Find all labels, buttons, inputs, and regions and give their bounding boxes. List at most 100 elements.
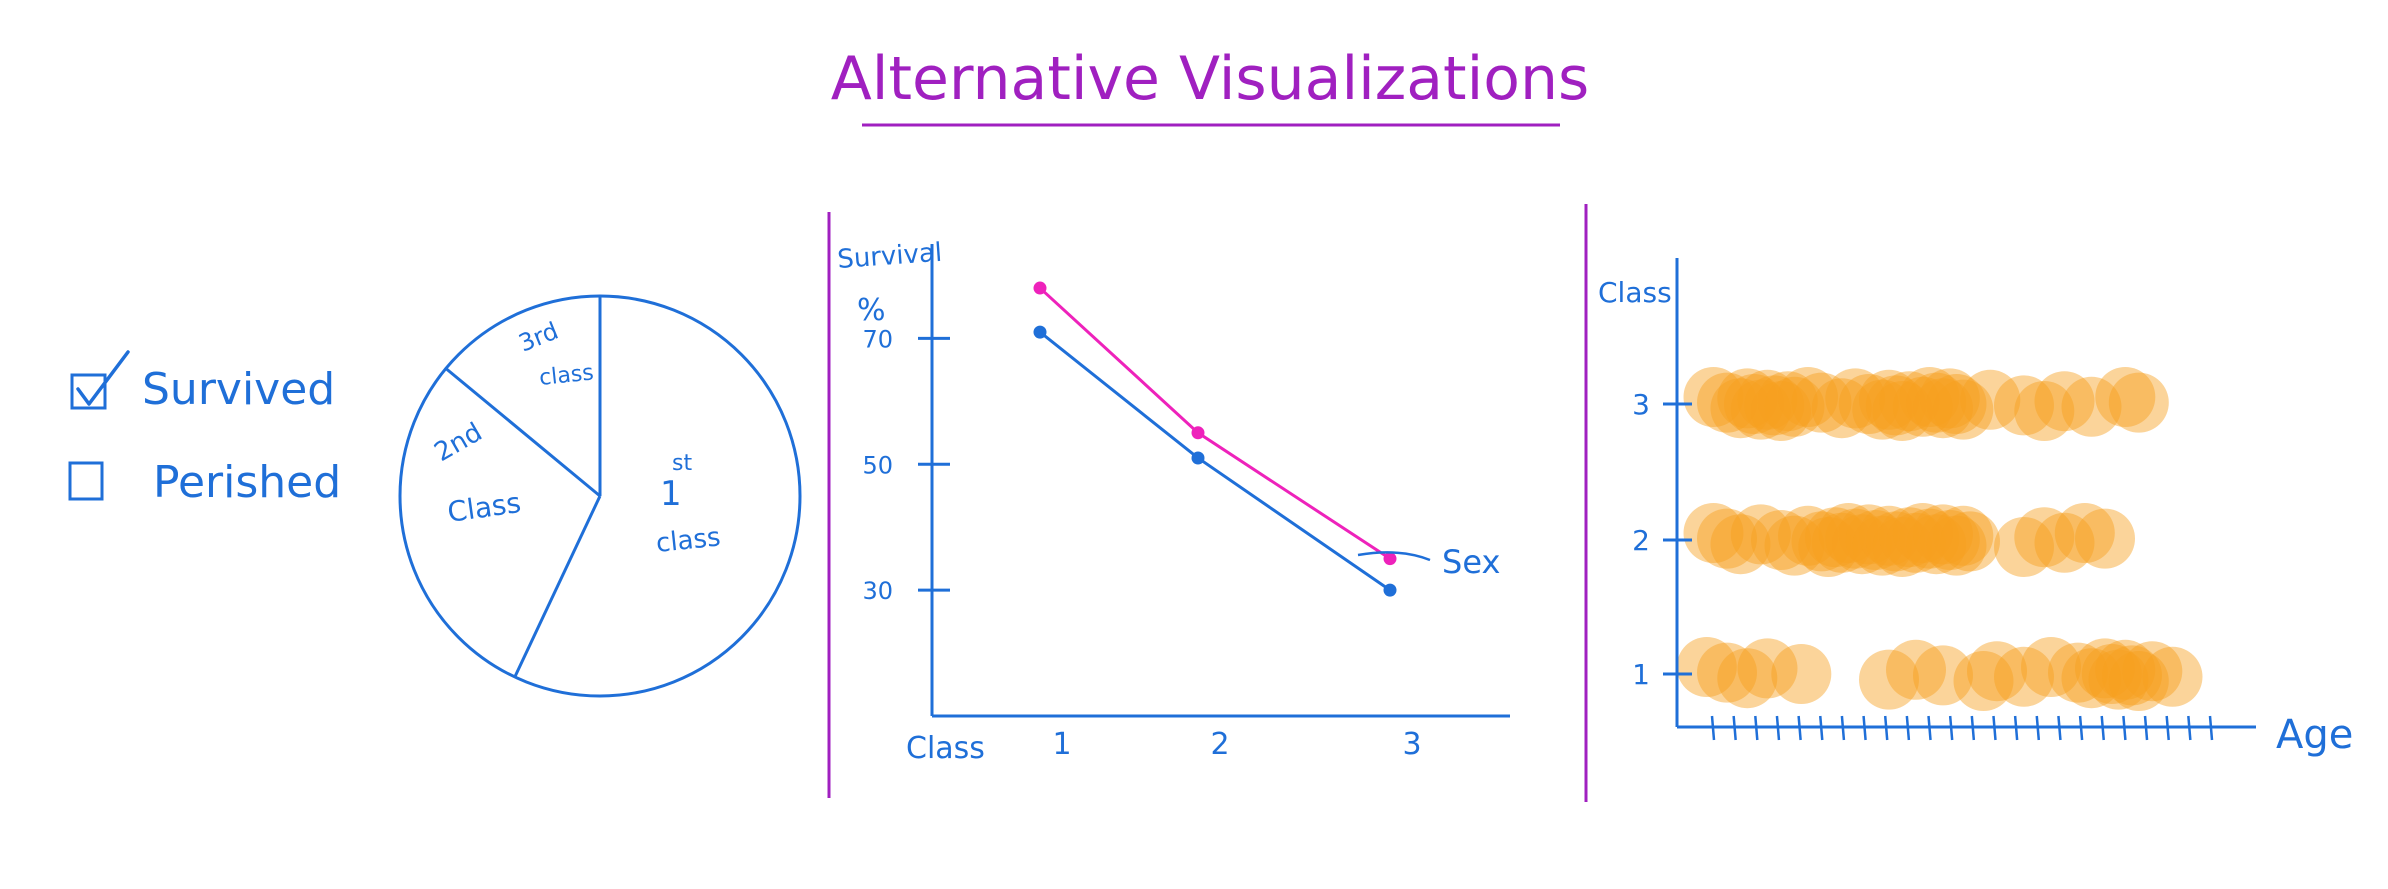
strip-chart-dot	[1697, 508, 1757, 569]
strip-chart-dot	[2014, 381, 2075, 441]
line-chart-series-1-line	[1038, 286, 1391, 560]
filter-option-perished[interactable]: Perished	[68, 457, 341, 508]
strip-chart-dot	[2108, 651, 2169, 711]
strip-chart-x-tick-mark	[2122, 715, 2127, 741]
line-chart-x-ticks: 1 2 3	[1052, 727, 1421, 762]
strip-chart-x-tick-mark	[1883, 715, 1889, 741]
strip-chart-dot	[1886, 512, 1946, 573]
strip-chart-x-tick-mark	[1819, 715, 1824, 741]
strip-chart-dot	[2048, 642, 2108, 703]
strip-chart-ylabel: Class	[1598, 276, 1672, 309]
strip-chart-y-ticks: 1 2 3	[1632, 388, 1692, 691]
strip-chart-dot	[1757, 371, 1818, 432]
strip-chart-x-tick-mark	[2078, 715, 2084, 741]
strip-chart-dot	[1791, 511, 1852, 572]
pie-slice-3rd-label: 3rd class	[515, 317, 595, 391]
strip-chart-dot	[1778, 505, 1838, 566]
strip-chart-dot	[1913, 645, 1973, 706]
strip-chart-dot	[1926, 374, 1987, 434]
strip-chart-dot	[2075, 508, 2135, 569]
strip-chart-dot	[2034, 371, 2095, 432]
checkbox-empty-icon[interactable]	[68, 461, 104, 501]
strip-chart-x-tick-mark	[1754, 715, 1759, 741]
strip-chart-x-tick-mark	[2100, 715, 2105, 741]
strip-chart-dot	[1872, 381, 1933, 441]
pie-slice-3rd-number: 3rd	[515, 317, 563, 358]
pie-slice-2nd-class: Class	[445, 486, 523, 529]
pie-slice-1st-label: 1 st class	[655, 451, 722, 559]
strip-chart-dot	[1879, 507, 1940, 568]
checkmark-icon	[76, 350, 130, 406]
strip-chart-dot	[1697, 372, 1757, 433]
line-chart-y-tick-label: 70	[862, 325, 893, 353]
line-chart-point	[1033, 325, 1047, 339]
strip-chart-dot	[1697, 642, 1757, 703]
strip-chart-dot	[1717, 368, 1778, 429]
strip-chart-dot	[1724, 374, 1784, 434]
strip-chart-dot	[2014, 507, 2075, 568]
strip-chart-dot	[1683, 367, 1744, 427]
line-chart-point	[1033, 281, 1047, 295]
strip-chart-dot	[1926, 515, 1987, 576]
strip-chart-dot	[1919, 510, 1980, 570]
strip-chart-x-tick-mark	[1840, 715, 1846, 741]
strip-chart-x-tick-mark	[2143, 715, 2149, 741]
line-chart-point	[1383, 583, 1397, 597]
strip-chart-dot	[1825, 508, 1886, 569]
strip-chart-dot	[2108, 372, 2169, 433]
strip-chart-x-tick-mark	[2035, 715, 2041, 741]
filter-option-survived[interactable]: Survived	[70, 350, 335, 415]
strip-chart-x-tick-mark	[2165, 715, 2170, 741]
strip-chart-dot	[2142, 646, 2203, 707]
strip-chart-dot	[1859, 505, 1919, 566]
line-chart-xlabel: Class	[906, 731, 985, 766]
pie-slice-1st-class: class	[655, 522, 722, 559]
strip-chart-dot	[1825, 368, 1886, 429]
strip-chart-dot	[1710, 378, 1771, 439]
strip-chart-dot	[1717, 648, 1778, 709]
line-chart-point	[1191, 426, 1205, 440]
strip-chart-y-tick-label: 3	[1632, 388, 1650, 421]
strip-chart-dot	[2054, 503, 2115, 563]
strip-chart-dot	[2061, 376, 2122, 437]
strip-chart-dot	[1852, 515, 1913, 576]
strip-chart-dot	[1899, 367, 1960, 427]
checkbox-checked-icon[interactable]	[70, 373, 107, 410]
strip-chart-x-tick-mark	[1927, 715, 1932, 741]
strip-chart-x-tick-mark	[1905, 715, 1911, 741]
strip-chart-dot	[1818, 503, 1879, 563]
line-chart-y-tick-label: 50	[862, 451, 893, 479]
strip-chart-dot	[1919, 368, 1980, 429]
strip-chart-dot	[1811, 378, 1872, 439]
strip-chart-dot	[1892, 503, 1953, 563]
strip-chart-dot	[2034, 512, 2095, 573]
strip-chart-dot	[1730, 379, 1791, 440]
strip-chart-dot	[1906, 372, 1967, 433]
strip-chart-dot	[1805, 507, 1865, 568]
strip-chart-dot	[2122, 641, 2183, 702]
pie-slice-3rd-class: class	[538, 360, 595, 391]
strip-chart-x-tick-mark	[1775, 715, 1781, 741]
strip-chart-dot	[1967, 641, 2027, 702]
pie-slice-2nd-number: 2nd	[430, 417, 488, 468]
line-chart-x-tick-label: 2	[1210, 727, 1229, 762]
strip-chart-dot	[1852, 379, 1913, 440]
strip-chart-x-tick-mark	[1992, 715, 1997, 741]
strip-chart-dot	[2061, 648, 2122, 709]
line-chart: Survival % Class 70 50 30 1 2 3 Sex	[836, 238, 1510, 766]
strip-chart-x-tick-mark	[1862, 715, 1867, 741]
strip-chart-x-tick-mark	[1948, 715, 1954, 741]
strip-chart-dot	[1730, 504, 1791, 565]
strip-chart-dot	[1683, 503, 1744, 563]
strip-chart-dot	[1710, 514, 1771, 575]
pie-slice-1st-superscript: st	[672, 451, 692, 476]
title-group: Alternative Visualizations	[831, 44, 1590, 127]
page-title: Alternative Visualizations	[831, 44, 1590, 114]
strip-chart-dot	[1778, 367, 1838, 427]
strip-chart-dot	[1913, 378, 1973, 439]
pie-slice-2nd-label: 2nd Class	[430, 417, 523, 529]
strip-chart-dot	[2088, 649, 2149, 710]
strip-chart-dot	[1798, 517, 1859, 577]
strip-chart-dot	[2102, 645, 2162, 706]
